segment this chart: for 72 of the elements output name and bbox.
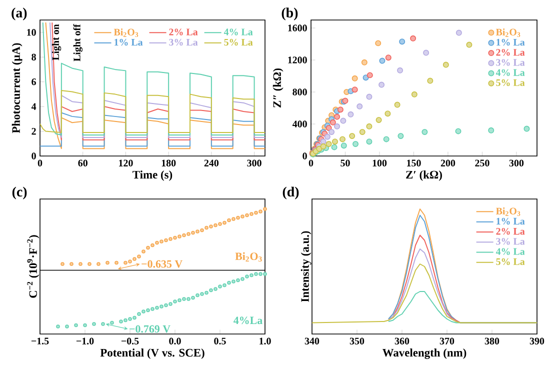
y-tick-label: 400 xyxy=(292,120,307,128)
annotation: −0.769 V xyxy=(130,325,170,333)
annotation: −0.635 V xyxy=(142,260,182,268)
y-tick-label: 0 xyxy=(302,152,307,160)
x-tick-label: 0 xyxy=(308,160,314,166)
x-tick-label: 240 xyxy=(204,160,219,166)
y-tick-label: 4 xyxy=(31,103,36,110)
legend-label: Bi$_{2}$O$_{3}$ xyxy=(496,207,520,216)
y-tick-label: 1200 xyxy=(288,56,307,64)
x-axis-title: Z′ (kΩ) xyxy=(406,170,442,181)
annotation: Light on xyxy=(52,24,62,60)
x-tick-label: 340 xyxy=(304,338,320,344)
chart-title: (c) xyxy=(12,186,27,200)
legend-label: 1% La xyxy=(114,38,143,46)
x-tick-label: 0.5 xyxy=(214,338,226,344)
y-axis-title: Z″ (kΩ) xyxy=(272,68,284,108)
x-tick-label: 300 xyxy=(247,160,262,166)
x-axis-title: Time (s) xyxy=(132,170,172,181)
x-tick-label: 0 xyxy=(38,160,42,166)
legend-label: 2% La xyxy=(496,48,525,56)
y-tick-label: 10 xyxy=(27,29,36,36)
chart-title: (b) xyxy=(282,8,298,20)
x-tick-label: −1.0 xyxy=(76,338,94,344)
x-tick-label: 360 xyxy=(394,338,410,344)
text: 4%La xyxy=(234,316,262,324)
x-tick-label: 150 xyxy=(407,160,421,166)
y-tick-label: 8 xyxy=(32,54,36,60)
y-axis-title: Photocurrent (μA) xyxy=(12,43,22,134)
x-tick-label: 370 xyxy=(440,338,454,344)
legend-label: 3% La xyxy=(169,38,198,46)
y-axis-title: Intensity (a.u.) xyxy=(300,231,312,302)
legend-label: 3% La xyxy=(496,238,525,245)
legend-label: 5% La xyxy=(496,258,525,266)
legend-label: 1% La xyxy=(496,218,525,225)
x-tick-label: 180 xyxy=(162,160,176,166)
x-tick-label: 50 xyxy=(340,160,350,166)
x-tick-label: 250 xyxy=(475,160,490,166)
legend-label: 5% La xyxy=(224,38,253,46)
x-tick-label: 300 xyxy=(509,160,524,166)
y-tick-label: 0 xyxy=(32,152,36,160)
x-tick-label: 390 xyxy=(530,338,544,344)
legend-label: 4% La xyxy=(496,248,525,255)
x-tick-label: −0.5 xyxy=(121,338,139,344)
x-tick-label: 60 xyxy=(78,160,88,166)
x-axis-title: Wavelength (nm) xyxy=(382,348,466,359)
chart-title: (a) xyxy=(12,8,27,20)
y-tick-label: 2 xyxy=(32,128,36,135)
y-axis-title: C$^{−2}$ (10$^{9}$·F$^{−2}$) xyxy=(27,235,40,298)
x-tick-label: 1.0 xyxy=(260,338,271,344)
y-tick-label: 800 xyxy=(292,88,307,96)
annotation: Light off xyxy=(73,24,82,62)
x-tick-label: 0.0 xyxy=(169,338,181,344)
x-tick-label: 100 xyxy=(372,160,387,166)
x-axis-title: Potential (V vs. SCE) xyxy=(100,348,204,359)
x-tick-label: 200 xyxy=(440,160,456,166)
x-tick-label: 120 xyxy=(119,160,133,166)
legend-label: 2% La xyxy=(169,28,198,36)
legend-label: Bi$_{2}$O$_{3}$ xyxy=(496,28,520,37)
x-tick-label: 350 xyxy=(350,338,364,344)
legend-label: 4% La xyxy=(496,69,525,76)
y-tick-label: 6 xyxy=(32,78,36,86)
text: Bi$_{2}$O$_{3}$ xyxy=(235,252,262,262)
legend-label: 1% La xyxy=(496,38,525,46)
x-tick-label: 380 xyxy=(484,338,500,344)
legend-label: Bi$_{2}$O$_{3}$ xyxy=(114,28,138,37)
chart-title: (d) xyxy=(282,186,299,200)
legend-label: 5% La xyxy=(496,79,525,86)
legend-label: 3% La xyxy=(496,59,525,66)
legend-label: 2% La xyxy=(496,228,525,235)
legend-label: 4% La xyxy=(224,28,253,36)
y-tick-label: 1600 xyxy=(288,24,307,32)
x-tick-label: −1.5 xyxy=(31,338,49,344)
